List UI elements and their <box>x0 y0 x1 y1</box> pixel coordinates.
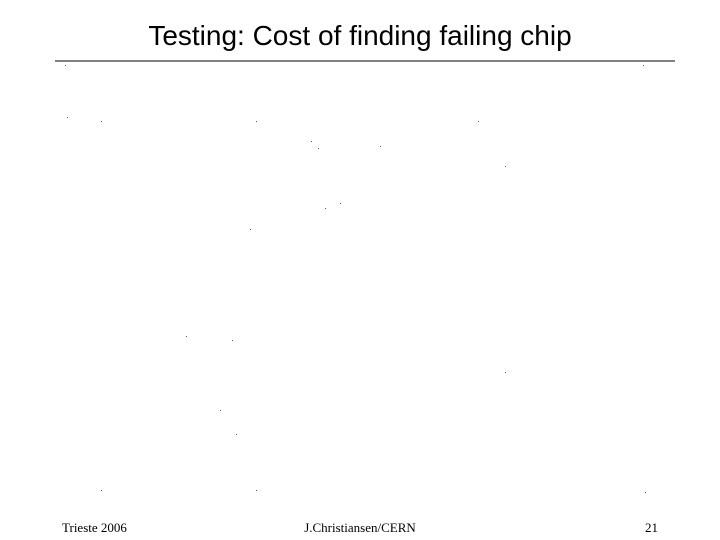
dot <box>505 166 506 167</box>
dot <box>67 117 68 118</box>
dot <box>250 229 251 230</box>
dot <box>65 65 66 66</box>
dot <box>478 121 479 122</box>
footer-left: Trieste 2006 <box>62 520 127 535</box>
page-number: 21 <box>645 520 658 535</box>
dot <box>505 372 506 373</box>
dot <box>236 434 237 435</box>
dot <box>101 490 102 491</box>
dot <box>340 203 341 204</box>
footer-center: J.Christiansen/CERN <box>304 520 416 535</box>
dot <box>380 146 381 147</box>
dot <box>256 121 257 122</box>
slide-title: Testing: Cost of finding failing chip <box>148 20 571 51</box>
dot <box>311 141 312 142</box>
dot <box>318 148 319 149</box>
dot <box>325 208 326 209</box>
dot <box>232 340 233 341</box>
dot <box>101 121 102 122</box>
dot <box>220 410 221 411</box>
dot <box>645 492 646 493</box>
dot <box>643 65 644 66</box>
dot <box>186 336 187 337</box>
residual-dots <box>65 65 646 493</box>
dot <box>256 490 257 491</box>
